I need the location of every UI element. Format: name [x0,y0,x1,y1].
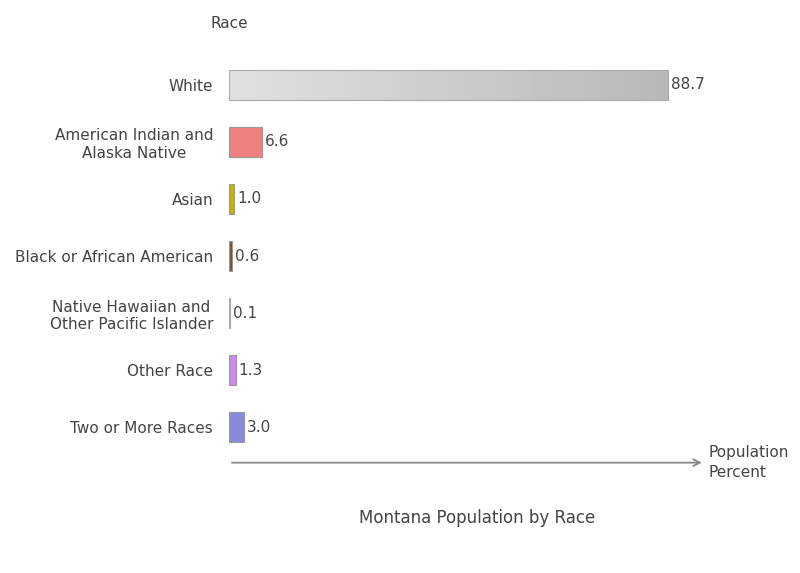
Bar [229,355,235,385]
Text: 6.6: 6.6 [265,135,289,150]
Text: Montana Population by Race: Montana Population by Race [358,509,595,528]
Text: 1.3: 1.3 [238,363,262,378]
Text: 88.7: 88.7 [671,77,706,92]
Text: 0.1: 0.1 [233,305,257,321]
Text: Race: Race [210,15,248,30]
Bar [229,70,669,100]
Bar [229,184,234,214]
Bar [229,241,232,271]
Text: 1.0: 1.0 [237,191,261,206]
Bar [229,127,262,157]
Bar [229,413,244,442]
Text: Population
Percent: Population Percent [709,445,789,480]
Text: 0.6: 0.6 [235,249,259,264]
Text: 3.0: 3.0 [247,420,271,435]
